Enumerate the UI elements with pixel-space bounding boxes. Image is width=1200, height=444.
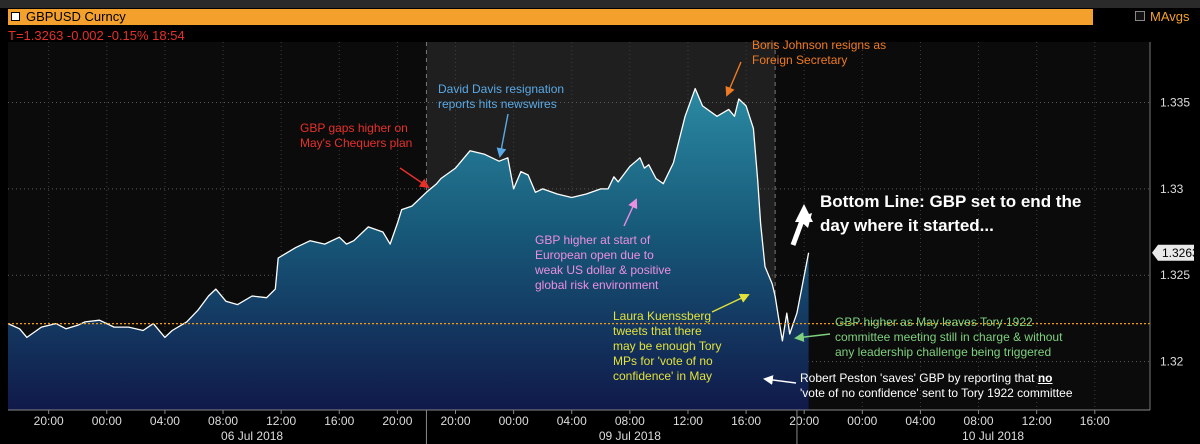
x-tick-label: 04:00 bbox=[905, 414, 935, 428]
ticker-label: GBPUSD Curncy bbox=[26, 9, 126, 24]
date-label: 06 Jul 2018 bbox=[221, 429, 283, 443]
annotation-european-open: GBP higher at start of European open due… bbox=[535, 233, 671, 293]
annotation-european-open-line3: weak US dollar & positive bbox=[535, 263, 672, 277]
date-label: 09 Jul 2018 bbox=[599, 429, 661, 443]
annotation-chequers-line1: GBP gaps higher on bbox=[300, 121, 408, 135]
annotation-chequers: GBP gaps higher on May's Chequers plan bbox=[300, 121, 412, 151]
annotation-boris-line2: Foreign Secretary bbox=[752, 53, 848, 67]
x-tick-label: 08:00 bbox=[964, 414, 994, 428]
annotation-1922-committee: GBP higher as May leaves Tory 1922 commi… bbox=[835, 315, 1062, 360]
x-tick-label: 12:00 bbox=[1022, 414, 1052, 428]
bottom-line-2: day where it started... bbox=[820, 216, 994, 235]
price-area bbox=[8, 88, 809, 410]
annotation-1922-line1: GBP higher as May leaves Tory 1922 bbox=[835, 315, 1033, 329]
annotation-peston: Robert Peston 'saves' GBP by reporting t… bbox=[800, 371, 1073, 401]
annotation-davis-line1: David Davis resignation bbox=[438, 82, 565, 96]
annotation-european-open-line4: global risk environment bbox=[535, 278, 659, 292]
x-tick-label: 16:00 bbox=[1080, 414, 1110, 428]
annotation-boris: Boris Johnson resigns as Foreign Secreta… bbox=[752, 38, 886, 68]
x-tick-label: 08:00 bbox=[615, 414, 645, 428]
annotation-boris-line1: Boris Johnson resigns as bbox=[752, 38, 887, 52]
annotation-chequers-line2: May's Chequers plan bbox=[300, 136, 413, 150]
date-label: 10 Jul 2018 bbox=[962, 429, 1024, 443]
annotation-kuenssberg-line1: Laura Kuenssberg bbox=[613, 309, 712, 323]
y-tick-label: 1.335 bbox=[1160, 95, 1190, 109]
annotation-1922-line3: any leadership challenge being triggered bbox=[835, 345, 1052, 359]
x-tick-label: 20:00 bbox=[34, 414, 64, 428]
last-price-label: 1.3263 bbox=[1162, 246, 1199, 260]
annotation-kuenssberg: Laura Kuenssberg tweets that there may b… bbox=[613, 309, 722, 384]
annotation-davis-line2: reports hits newswires bbox=[438, 97, 557, 111]
annotation-kuenssberg-line5: confidence' in May bbox=[613, 369, 713, 383]
arrow-davis bbox=[496, 113, 509, 158]
ticker-field[interactable]: GBPUSD Curncy bbox=[8, 9, 1093, 25]
x-tick-label: 12:00 bbox=[673, 414, 703, 428]
mavgs-checkbox[interactable] bbox=[1135, 11, 1145, 21]
bottom-line: Bottom Line: GBP set to end the day wher… bbox=[820, 190, 1081, 238]
x-tick-label: 04:00 bbox=[150, 414, 180, 428]
annotation-kuenssberg-line2: tweets that there bbox=[613, 324, 702, 338]
x-tick-label: 16:00 bbox=[731, 414, 761, 428]
x-tick-label: 20:00 bbox=[789, 414, 819, 428]
x-tick-label: 00:00 bbox=[847, 414, 877, 428]
y-tick-label: 1.325 bbox=[1160, 268, 1190, 282]
annotation-peston-line2: 'vote of no confidence' sent to Tory 192… bbox=[800, 386, 1073, 400]
x-tick-label: 00:00 bbox=[499, 414, 529, 428]
y-tick-label: 1.33 bbox=[1160, 182, 1184, 196]
price-line bbox=[7, 87, 810, 342]
mavgs-label[interactable]: MAvgs bbox=[1150, 9, 1190, 24]
x-tick-label: 20:00 bbox=[382, 414, 412, 428]
annotation-davis: David Davis resignation reports hits new… bbox=[438, 82, 564, 112]
bottom-line-arrow-tip bbox=[795, 204, 813, 222]
arrow-boris bbox=[725, 61, 742, 97]
annotation-european-open-line2: European open due to bbox=[535, 248, 654, 262]
x-tick-label: 12:00 bbox=[266, 414, 296, 428]
timeframe-tabs bbox=[0, 0, 1200, 8]
annotation-kuenssberg-line4: MPs for 'vote of no bbox=[613, 354, 713, 368]
annotation-peston-line1: Robert Peston 'saves' GBP by reporting t… bbox=[800, 371, 1073, 386]
x-tick-label: 08:00 bbox=[208, 414, 238, 428]
y-tick-label: 1.32 bbox=[1160, 355, 1184, 369]
ticker-checkbox[interactable] bbox=[11, 12, 20, 21]
bottom-line-arrow-shaft bbox=[790, 217, 806, 246]
x-tick-label: 00:00 bbox=[92, 414, 122, 428]
arrow-peston bbox=[763, 375, 797, 385]
annotation-peston-no: no bbox=[1037, 371, 1053, 385]
bottom-line-1: Bottom Line: GBP set to end the bbox=[820, 192, 1082, 211]
annotation-european-open-line1: GBP higher at start of bbox=[535, 233, 651, 247]
annotation-kuenssberg-line3: may be enough Tory bbox=[613, 339, 722, 353]
x-tick-label: 04:00 bbox=[557, 414, 587, 428]
arrow-1922 bbox=[794, 332, 831, 342]
x-tick-label: 16:00 bbox=[324, 414, 354, 428]
x-axis-band bbox=[0, 410, 1200, 444]
annotation-peston-line1-text: Robert Peston 'saves' GBP by reporting t… bbox=[800, 371, 1038, 385]
annotation-1922-line2: committee meeting still in charge & with… bbox=[835, 330, 1063, 344]
arrow-european-open bbox=[623, 198, 638, 227]
arrow-kuenssberg bbox=[711, 293, 750, 313]
x-tick-label: 20:00 bbox=[440, 414, 470, 428]
arrow-chequers bbox=[399, 167, 430, 189]
last-price-tag bbox=[1152, 244, 1194, 261]
status-line: T=1.3263 -0.002 -0.15% 18:54 bbox=[8, 28, 185, 43]
